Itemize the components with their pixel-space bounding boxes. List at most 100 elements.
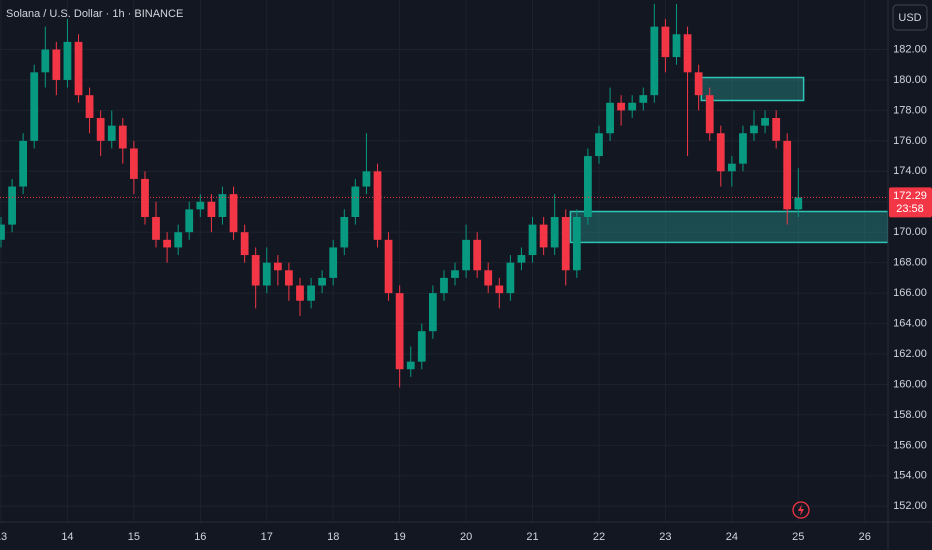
- candle-body: [539, 224, 548, 248]
- x-tick-label: 22: [593, 531, 605, 543]
- candle-body: [19, 140, 28, 187]
- candle-body: [727, 163, 736, 172]
- candle-body: [561, 216, 570, 271]
- candle-body: [506, 262, 515, 294]
- x-tick-label: 14: [61, 531, 73, 543]
- y-tick-label: 180.00: [893, 74, 927, 86]
- candle-body: [74, 41, 83, 96]
- alert-circle[interactable]: [792, 501, 810, 519]
- candle-body: [772, 118, 781, 141]
- y-tick-label: 160.00: [893, 378, 927, 390]
- candle-body: [351, 186, 360, 217]
- candle-body: [628, 102, 637, 111]
- candle-body: [41, 49, 50, 73]
- candle-body: [417, 331, 426, 362]
- chart-title: Solana / U.S. Dollar · 1h · BINANCE: [6, 8, 183, 20]
- candle-body: [163, 239, 171, 248]
- candle-body: [595, 133, 603, 157]
- candle-body: [229, 194, 238, 233]
- x-tick-label: 15: [128, 531, 140, 543]
- y-tick-label: 152.00: [893, 500, 927, 512]
- countdown-label: 23:58: [896, 203, 924, 215]
- candle-body: [85, 95, 94, 119]
- x-tick-label: 23: [659, 531, 671, 543]
- candle-body: [296, 285, 304, 301]
- y-tick-label: 182.00: [893, 43, 927, 55]
- candle-body: [63, 41, 72, 80]
- x-tick-label: 25: [792, 531, 804, 543]
- y-tick-label: 166.00: [893, 287, 927, 299]
- candle-body: [118, 125, 127, 149]
- candle-body: [750, 125, 758, 134]
- candle-body: [783, 140, 792, 210]
- candle-body: [761, 118, 769, 126]
- candle-body: [473, 239, 482, 271]
- y-tick-label: 178.00: [893, 104, 927, 116]
- candle-body: [96, 118, 105, 141]
- candle-body: [583, 156, 592, 217]
- y-tick-label: 162.00: [893, 348, 927, 360]
- candle-body: [318, 277, 326, 286]
- candle-body: [152, 216, 160, 240]
- candle-body: [174, 232, 183, 248]
- candle-body: [107, 125, 116, 141]
- y-tick-label: 174.00: [893, 165, 927, 177]
- y-tick-label: 158.00: [893, 409, 927, 421]
- candle-body: [384, 239, 393, 294]
- x-tick-label: 26: [859, 531, 871, 543]
- candle-body: [694, 72, 703, 96]
- candle-body: [672, 34, 681, 58]
- x-tick-label: 16: [194, 531, 206, 543]
- candle-body: [395, 293, 404, 370]
- candle-body: [517, 255, 526, 263]
- x-tick-label: 18: [327, 531, 339, 543]
- currency-button[interactable]: [892, 4, 928, 31]
- currency-label[interactable]: USD: [898, 12, 921, 24]
- candle-body: [683, 34, 692, 73]
- candle-body: [196, 201, 205, 210]
- candle-body: [794, 197, 803, 210]
- candle-body: [705, 95, 714, 134]
- candle-body: [141, 178, 149, 217]
- candle-body: [428, 293, 437, 332]
- y-tick-label: 164.00: [893, 317, 927, 329]
- candle-body: [440, 277, 448, 294]
- candle-body: [329, 247, 338, 278]
- candle-body: [606, 102, 614, 134]
- candle-body: [307, 285, 315, 301]
- zone: [569, 210, 888, 244]
- candle-body: [218, 194, 227, 217]
- zone: [700, 76, 805, 102]
- candle-body: [340, 216, 349, 248]
- candle-body: [8, 186, 16, 225]
- alert-bolt[interactable]: [798, 504, 804, 516]
- alert-icon[interactable]: [792, 501, 810, 519]
- x-tick-label: 17: [261, 531, 273, 543]
- x-tick-label: 20: [460, 531, 472, 543]
- candle-body: [716, 133, 725, 172]
- x-tick-label: 13: [0, 531, 7, 543]
- candle-body: [572, 216, 581, 271]
- candle-body: [0, 224, 5, 240]
- candle-body: [484, 270, 493, 286]
- candle-body: [273, 262, 282, 271]
- y-tick-label: 176.00: [893, 135, 927, 147]
- candle-body: [285, 270, 293, 286]
- candle-body: [129, 148, 138, 179]
- y-tick-label: 156.00: [893, 439, 927, 451]
- candle-body: [661, 26, 670, 58]
- candle-body: [406, 361, 415, 370]
- candle-body: [550, 216, 559, 248]
- candle-body: [462, 239, 470, 271]
- candle-body: [639, 95, 648, 103]
- candle-body: [185, 209, 194, 233]
- last-price-label: 172.29: [893, 190, 927, 202]
- x-tick-label: 24: [726, 531, 738, 543]
- candle-body: [30, 72, 39, 141]
- candle-body: [739, 133, 747, 164]
- candle-body: [362, 171, 371, 187]
- candle-body: [650, 26, 659, 96]
- candle-body: [373, 171, 382, 240]
- x-tick-label: 21: [526, 531, 538, 543]
